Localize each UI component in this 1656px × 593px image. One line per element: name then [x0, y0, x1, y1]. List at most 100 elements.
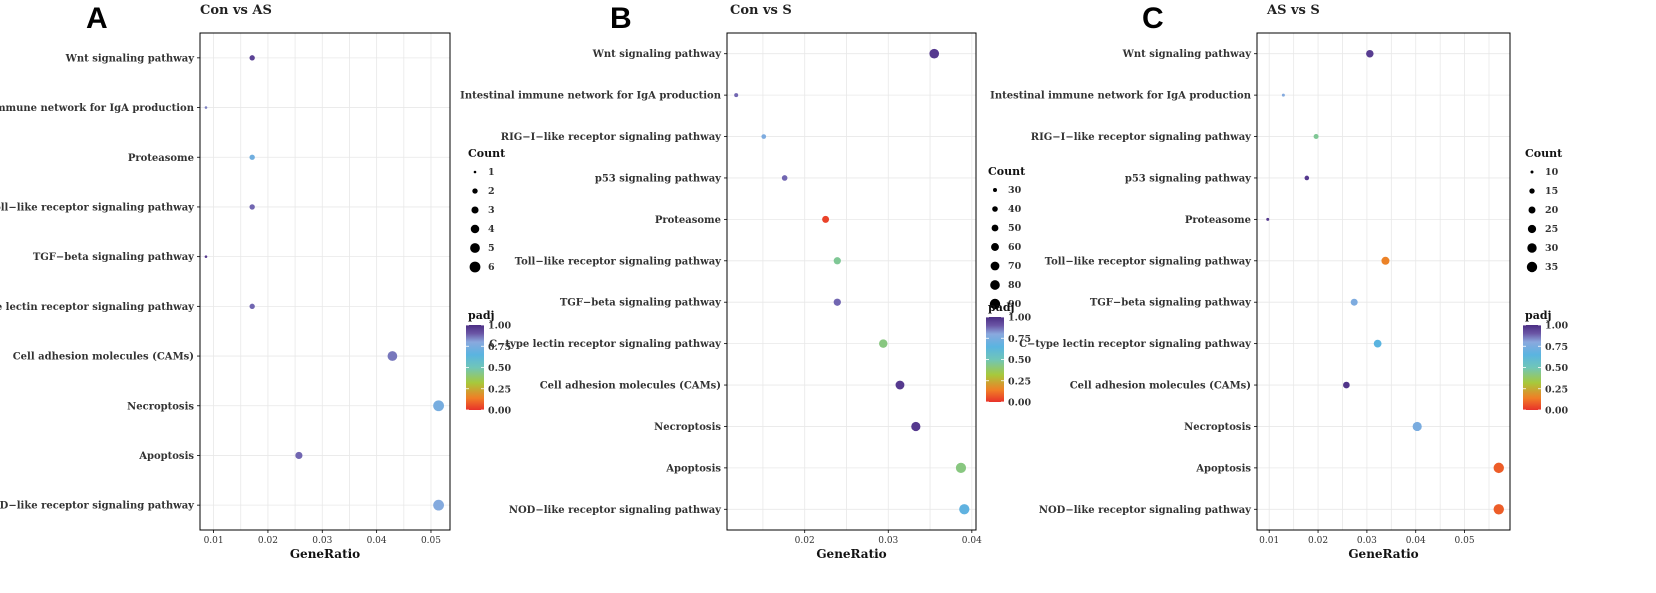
count-legend-key: [473, 170, 477, 174]
data-point: [929, 48, 940, 59]
count-legend-label: 2: [488, 186, 495, 197]
data-point: [1281, 93, 1285, 97]
count-legend-key: [993, 188, 997, 192]
count-legend-title: Count: [468, 147, 506, 160]
data-point: [1373, 339, 1382, 348]
padj-tick-label: 0.25: [488, 384, 511, 395]
data-point: [895, 380, 905, 390]
count-legend-key: [470, 243, 480, 253]
count-legend-label: 80: [1008, 280, 1022, 291]
data-point: [295, 451, 303, 460]
data-point: [959, 504, 970, 515]
data-point: [387, 351, 398, 361]
padj-tick-label: 0.00: [1008, 398, 1032, 409]
y-tick-label: C−type lectin receptor signaling pathway: [1019, 339, 1252, 350]
y-tick-label: TGF−beta signaling pathway: [560, 298, 722, 309]
data-point: [1493, 504, 1504, 515]
x-tick-label: 0.01: [204, 536, 224, 546]
padj-tick-label: 0.75: [1545, 342, 1568, 353]
padj-tick-label: 0.00: [488, 406, 512, 417]
panel-letter: B: [610, 2, 632, 35]
y-tick-label: Cell adhesion molecules (CAMs): [1070, 381, 1251, 392]
count-legend-key: [470, 224, 480, 234]
count-legend-label: 35: [1545, 262, 1558, 273]
padj-tick-label: 0.50: [488, 363, 512, 374]
y-tick-label: Apoptosis: [138, 451, 194, 462]
data-point: [1304, 175, 1310, 181]
count-legend-key: [1527, 224, 1537, 234]
y-tick-label: Apoptosis: [1195, 463, 1251, 474]
padj-legend-title: padj: [468, 309, 495, 322]
y-tick-label: RIG−I−like receptor signaling pathway: [501, 132, 722, 143]
y-tick-label: Proteasome: [655, 215, 721, 226]
data-point: [955, 462, 967, 473]
padj-tick-label: 0.25: [1545, 384, 1568, 395]
x-tick-label: 0.05: [421, 536, 441, 546]
data-point: [433, 400, 444, 412]
panel-c: C AS vs S Wnt signaling pathway Intestinal …: [990, 2, 1568, 561]
y-tick-label: NOD−like receptor signaling pathway: [0, 501, 195, 512]
padj-colorbar: [466, 325, 484, 410]
x-axis-label: GeneRatio: [290, 547, 360, 561]
count-legend-label: 3: [488, 205, 495, 216]
count-legend-label: 1: [488, 167, 495, 178]
data-point: [1313, 134, 1319, 140]
y-tick-label: RIG−I−like receptor signaling pathway: [1031, 132, 1252, 143]
y-tick-label: Wnt signaling pathway: [592, 49, 723, 60]
y-tick-label: Toll−like receptor signaling pathway: [515, 256, 722, 267]
padj-tick-label: 1.00: [1008, 313, 1032, 324]
data-point: [249, 303, 255, 310]
data-point: [879, 339, 888, 348]
padj-tick-label: 0.50: [1545, 363, 1569, 374]
count-legend-label: 90: [1008, 299, 1022, 310]
data-point: [249, 154, 255, 160]
panel-a: A Con vs AS Wnt signaling pathway Intestina…: [0, 2, 512, 561]
data-point: [1266, 217, 1270, 221]
data-point: [249, 204, 255, 210]
y-tick-label: Apoptosis: [665, 463, 721, 474]
count-legend-key: [1528, 206, 1536, 214]
data-point: [1366, 49, 1374, 58]
y-tick-label: Intestinal immune network for IgA produc…: [0, 103, 195, 114]
count-legend-label: 30: [1008, 185, 1022, 196]
panel-b: B Con vs S Wnt signaling pathway Intestinal…: [460, 2, 1031, 561]
count-legend-key: [1527, 243, 1537, 253]
panel-title: Con vs S: [730, 3, 792, 18]
count-legend-label: 10: [1545, 167, 1559, 178]
y-tick-label: Wnt signaling pathway: [65, 53, 196, 64]
count-legend-title: Count: [1525, 147, 1563, 160]
y-tick-label: p53 signaling pathway: [1125, 173, 1252, 184]
y-tick-label: Intestinal immune network for IgA produc…: [460, 91, 722, 102]
data-point: [833, 257, 841, 265]
count-legend-key: [992, 206, 998, 212]
count-legend-key: [989, 298, 1001, 310]
count-legend-key: [471, 206, 479, 214]
y-tick-label: Necroptosis: [127, 401, 194, 412]
padj-tick-label: 1.00: [488, 321, 512, 332]
data-point: [1350, 298, 1358, 306]
padj-tick-label: 0.75: [1008, 334, 1031, 345]
y-tick-label: Intestinal immune network for IgA produc…: [990, 91, 1252, 102]
y-tick-label: Toll−like receptor signaling pathway: [0, 202, 195, 213]
count-legend-key: [472, 188, 478, 194]
x-tick-label: 0.01: [1259, 536, 1279, 546]
x-tick-label: 0.04: [367, 536, 387, 546]
x-tick-label: 0.03: [312, 536, 332, 546]
padj-tick-label: 0.00: [1545, 406, 1569, 417]
padj-colorbar: [1523, 325, 1541, 410]
padj-tick-label: 0.75: [488, 342, 511, 353]
padj-tick-label: 0.50: [1008, 355, 1032, 366]
count-legend-key: [1526, 261, 1538, 273]
count-legend-label: 15: [1545, 186, 1558, 197]
plot-border: [199, 32, 451, 531]
count-legend-label: 40: [1008, 204, 1022, 215]
y-tick-label: Toll−like receptor signaling pathway: [1045, 256, 1252, 267]
x-tick-label: 0.05: [1455, 536, 1475, 546]
data-point: [734, 93, 739, 98]
data-point: [822, 215, 830, 223]
y-tick-label: Wnt signaling pathway: [1122, 49, 1253, 60]
data-point: [911, 421, 921, 432]
count-legend-key: [991, 243, 999, 251]
count-legend-key: [990, 261, 1000, 271]
